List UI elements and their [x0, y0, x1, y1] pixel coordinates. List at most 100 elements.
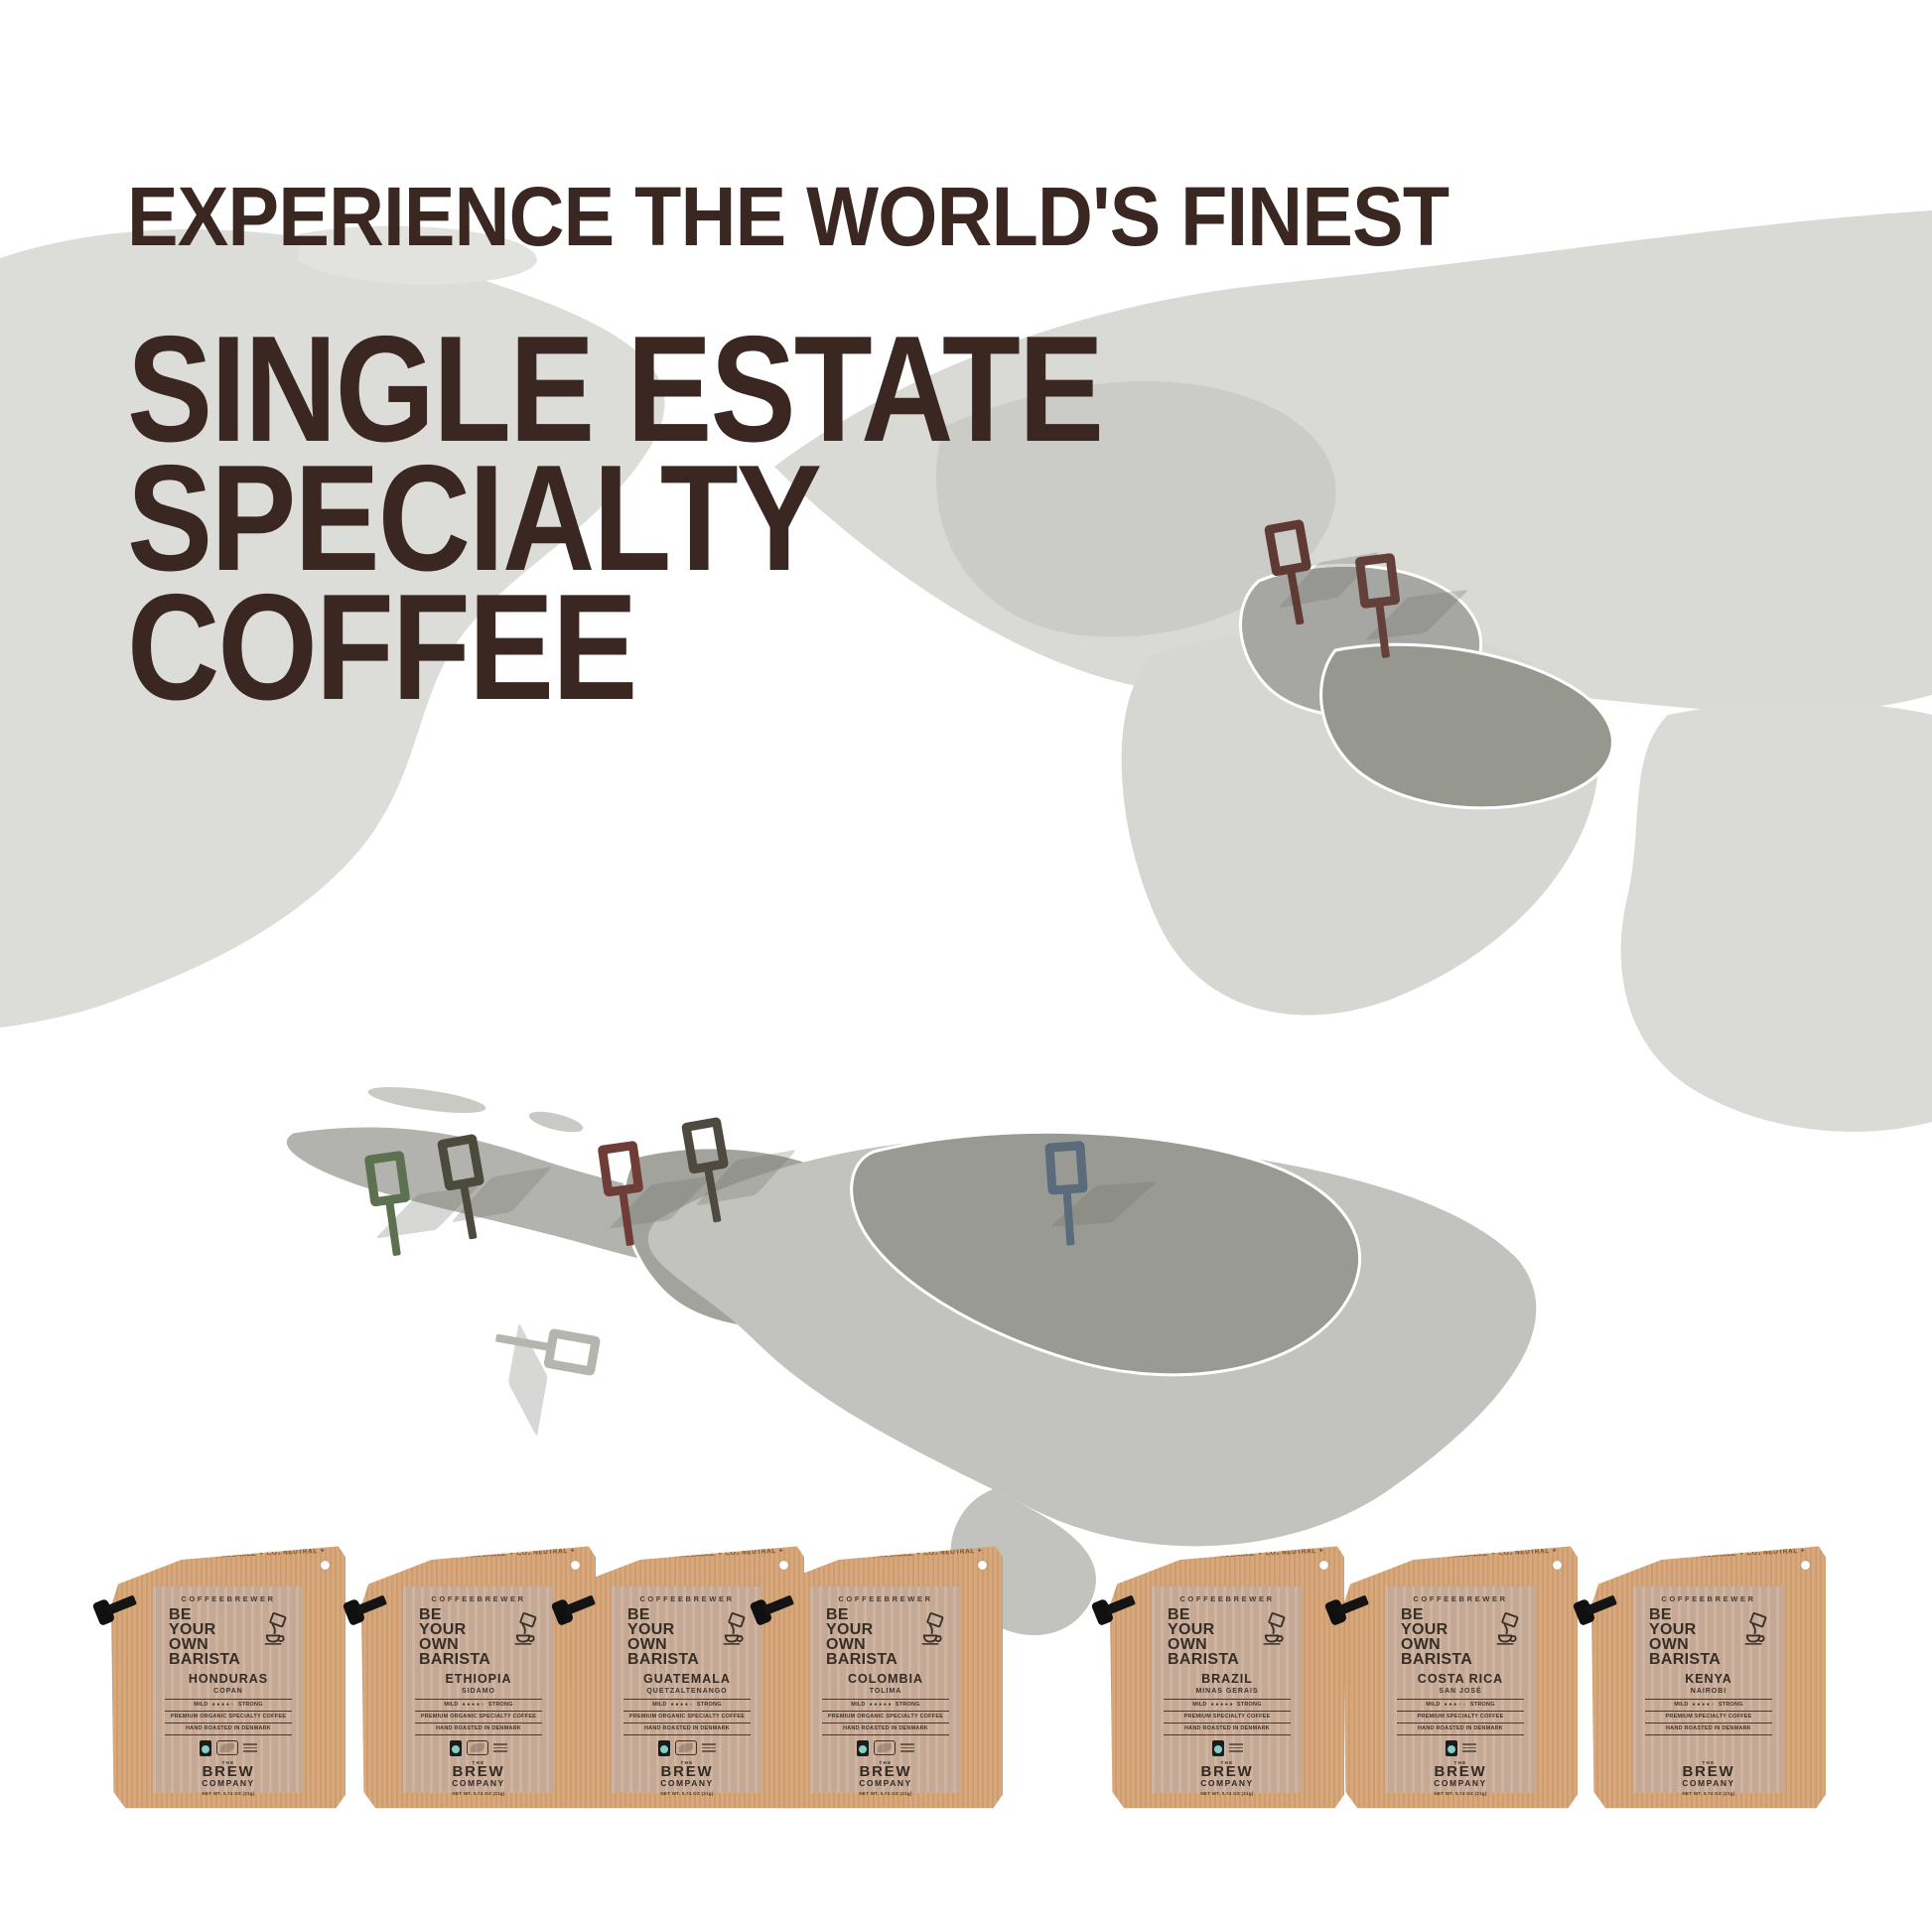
eu-organic-mark-icon: [467, 1740, 488, 1755]
logo-the: THE: [1702, 1760, 1716, 1765]
bag-country: COLOMBIA: [847, 1672, 924, 1686]
strength-dots: ● ● ● ● ●: [1693, 1700, 1715, 1711]
strength-dot: ●: [1692, 1702, 1696, 1708]
strength-dot: ●: [1224, 1702, 1229, 1708]
brew-company-logo: THE BREW COMPANY: [612, 1760, 762, 1788]
strength-dot: ●: [1229, 1702, 1233, 1708]
tagline: BE YOUR OWN BARISTA: [1649, 1606, 1784, 1668]
hang-hole: [571, 1561, 580, 1570]
fairtrade-mark-icon: [1211, 1739, 1224, 1756]
eco-strip-text: ✦ PLASTIC NEUTRAL ✦ REUSABLE ✦ CO₂ NEUTR…: [1609, 1547, 1808, 1564]
strong-label: STRONG: [237, 1702, 263, 1708]
bag-region: QUETZALTENANGO: [646, 1688, 728, 1695]
cert-marks: [810, 1739, 961, 1756]
tagline-line-1: BE: [419, 1606, 442, 1623]
strength-dots: ● ● ● ● ●: [870, 1700, 892, 1711]
eco-strip-text: ✦ PLASTIC NEUTRAL ✦ REUSABLE ✦ CO₂ NEUTR…: [588, 1547, 786, 1564]
region-brazil: [850, 1130, 1362, 1377]
bag-region: TOLIMA: [869, 1688, 902, 1695]
spout-stem: [1337, 1594, 1369, 1616]
bag-country: ETHIOPIA: [445, 1672, 512, 1686]
strength-row: MILD ● ● ● ● ● STRONG: [165, 1700, 292, 1712]
coffee-bag-ethiopia: ✦ PLASTIC NEUTRAL ✦ REUSABLE ✦ CO₂ NEUTR…: [342, 1541, 596, 1811]
roasted-row: HAND ROASTED IN DENMARK: [415, 1724, 542, 1735]
quality-row: PREMIUM SPECIALTY COFFEE: [1397, 1712, 1524, 1724]
eco-strip-text: ✦ PLASTIC NEUTRAL ✦ REUSABLE ✦ CO₂ NEUTR…: [786, 1547, 985, 1564]
strong-label: STRONG: [487, 1702, 513, 1708]
eco-strip: ✦ PLASTIC NEUTRAL ✦ REUSABLE ✦ CO₂ NEUTR…: [380, 1547, 578, 1572]
spout-stem: [1104, 1594, 1136, 1616]
tagline-line-3: OWN: [419, 1636, 460, 1653]
strength-dot: ●: [1444, 1702, 1448, 1708]
strong-label: STRONG: [696, 1702, 722, 1708]
strength-dot: ●: [230, 1702, 234, 1708]
eu-organic-mark-icon: [675, 1740, 697, 1755]
bag-region: SAN JOSÉ: [1439, 1688, 1482, 1695]
logo-brew: BREW: [1682, 1763, 1735, 1780]
quality-row: PREMIUM ORGANIC SPECIALTY COFFEE: [165, 1712, 292, 1724]
bag-country: GUATEMALA: [643, 1672, 731, 1686]
logo-company: COMPANY: [1682, 1778, 1735, 1788]
eco-strip: ✦ PLASTIC NEUTRAL ✦ REUSABLE ✦ CO₂ NEUTR…: [130, 1547, 328, 1572]
quality-row: PREMIUM SPECIALTY COFFEE: [1645, 1712, 1772, 1724]
strength-dot: ●: [1702, 1702, 1706, 1708]
strength-dot: ●: [1220, 1702, 1224, 1708]
spout-stem: [762, 1594, 794, 1616]
region-kenya: [1319, 642, 1614, 810]
page-title: SINGLE ESTATE SPECIALTY COFFEE: [127, 314, 1564, 732]
eco-strip-text: ✦ PLASTIC NEUTRAL ✦ REUSABLE ✦ CO₂ NEUTR…: [1128, 1547, 1326, 1564]
strength-dot: ●: [481, 1702, 484, 1708]
strength-dot: ●: [874, 1702, 878, 1708]
strength-dot: ●: [1453, 1702, 1457, 1708]
bag-region: NAIROBI: [1690, 1688, 1727, 1695]
bag-body: ✦ PLASTIC NEUTRAL ✦ REUSABLE ✦ CO₂ NEUTR…: [1110, 1546, 1344, 1809]
logo-brew: BREW: [1434, 1763, 1487, 1780]
strength-dot: ●: [1210, 1702, 1214, 1708]
logo-company: COMPANY: [1434, 1778, 1487, 1788]
tagline-line-4: BARISTA: [627, 1651, 700, 1668]
net-weight: NET WT. 0.74 OZ (21g): [1434, 1791, 1487, 1796]
net-weight: NET WT. 0.74 OZ (21g): [1200, 1791, 1254, 1796]
strength-dot: ●: [883, 1702, 888, 1708]
logo-the: THE: [221, 1760, 235, 1765]
island-hispaniola: [528, 1111, 584, 1133]
strength-dots: ● ● ● ● ●: [212, 1700, 234, 1711]
tagline: BE YOUR OWN BARISTA: [1401, 1607, 1536, 1668]
tagline-line-1: BE: [1649, 1606, 1672, 1623]
bag-label: COFFEEBREWER BE YOUR OWN BARISTA: [612, 1587, 762, 1796]
strong-label: STRONG: [895, 1702, 920, 1708]
hang-hole: [1319, 1561, 1328, 1570]
fairtrade-mark-icon: [857, 1739, 869, 1756]
landmasses: [0, 210, 1932, 1636]
landmass-north-america: [0, 229, 665, 1028]
brew-company-logo: THE BREW COMPANY: [403, 1760, 554, 1788]
tagline: BE YOUR OWN BARISTA: [627, 1607, 762, 1668]
title-line-3: COFFEE: [127, 563, 637, 732]
bag-region: SIDAMO: [462, 1688, 495, 1695]
brand-coffeebrewer: COFFEEBREWER: [431, 1594, 526, 1603]
bag-body: ✦ PLASTIC NEUTRAL ✦ REUSABLE ✦ CO₂ NEUTR…: [768, 1546, 1003, 1809]
tagline-line-2: YOUR: [826, 1621, 874, 1638]
bag-country: KENYA: [1685, 1672, 1732, 1686]
bag-body: ✦ PLASTIC NEUTRAL ✦ REUSABLE ✦ CO₂ NEUTR…: [570, 1546, 804, 1809]
logo-company: COMPANY: [859, 1778, 912, 1788]
bag-country: BRAZIL: [1201, 1672, 1253, 1686]
bag-region: MINAS GERAIS: [1195, 1688, 1259, 1695]
strength-dot: ●: [675, 1702, 679, 1708]
brew-company-logo: THE BREW COMPANY: [1633, 1760, 1784, 1788]
spout-stem: [564, 1594, 596, 1616]
brew-company-logo: THE BREW COMPANY: [810, 1760, 961, 1788]
quality-row: PREMIUM ORGANIC SPECIALTY COFFEE: [415, 1712, 542, 1724]
logo-the: THE: [1220, 1760, 1234, 1765]
coffee-bag-honduras: ✦ PLASTIC NEUTRAL ✦ REUSABLE ✦ CO₂ NEUTR…: [91, 1541, 345, 1811]
tagline-line-3: OWN: [1168, 1636, 1208, 1653]
strength-dot: ●: [476, 1702, 481, 1708]
title-line-2: SPECIALTY: [127, 434, 822, 603]
brew-company-logo: THE BREW COMPANY: [1152, 1760, 1303, 1788]
logo-brew: BREW: [1200, 1763, 1254, 1780]
brand-coffeebrewer: COFFEEBREWER: [181, 1594, 276, 1603]
coffee-bag-costa-rica: ✦ PLASTIC NEUTRAL ✦ REUSABLE ✦ CO₂ NEUTR…: [1323, 1541, 1578, 1811]
logo-the: THE: [879, 1760, 893, 1765]
